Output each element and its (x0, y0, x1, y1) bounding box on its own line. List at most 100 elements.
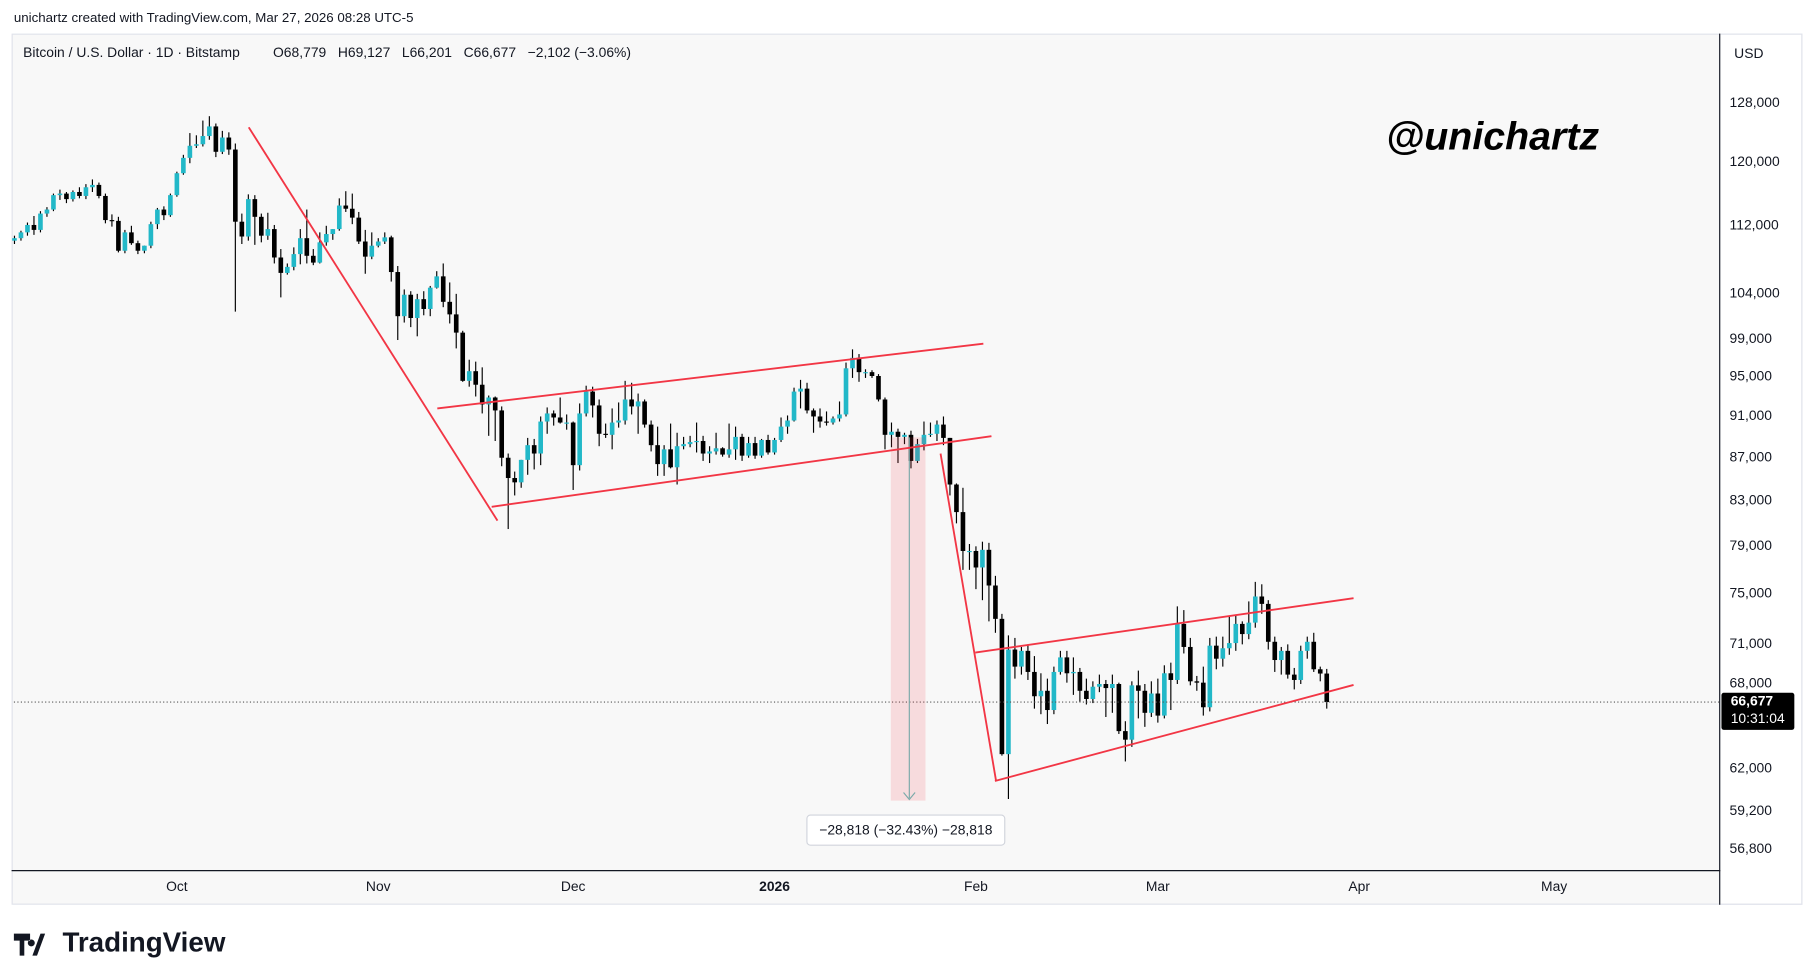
header: unichartz created with TradingView.com, … (14, 10, 414, 25)
candle-body (1181, 623, 1187, 647)
candle-body (791, 391, 797, 421)
plot (12, 116, 1720, 799)
candle-body (518, 459, 524, 483)
y-tick-label: 62,000 (1730, 760, 1773, 776)
candle-body (116, 220, 121, 251)
candle-body (70, 191, 76, 200)
trend-line (975, 597, 1354, 654)
candle-body (297, 238, 303, 255)
candle-body (343, 205, 349, 209)
candle-body (109, 220, 115, 222)
legend-value: L66,201 (402, 44, 452, 60)
candle-body (1123, 731, 1128, 740)
candle-body (1129, 685, 1135, 740)
candle-body (492, 397, 498, 411)
candle-body (876, 375, 881, 400)
candle-body (934, 424, 940, 434)
candle-body (863, 372, 868, 374)
candle-body (733, 436, 738, 450)
candle-body (349, 208, 355, 218)
candle-body (895, 431, 901, 437)
candle-body (902, 434, 907, 437)
candle-body (668, 449, 673, 468)
candle-body (388, 237, 394, 273)
watermark: @unichartz (1386, 114, 1599, 158)
candle-body (382, 237, 388, 242)
candle-body (850, 357, 855, 369)
y-tick-label: 59,200 (1730, 802, 1773, 818)
candle-body (395, 272, 401, 317)
legend-value: O68,779 (273, 44, 327, 60)
brand: TradingView (62, 926, 225, 957)
candle-body (142, 245, 147, 251)
candle-body (427, 287, 433, 309)
candle-body (1071, 671, 1076, 674)
candle-body (187, 145, 193, 158)
candle-body (421, 299, 427, 309)
candle-body (473, 371, 479, 385)
candle-body (414, 299, 420, 319)
measure-label: −28,818 (−32.43%) −28,818 (819, 821, 992, 837)
candle-body (531, 445, 537, 454)
y-tick-label: 112,000 (1730, 216, 1779, 232)
candle-body (538, 421, 543, 454)
candle-body (973, 550, 979, 568)
candle-body (304, 238, 310, 256)
price-axis (1719, 33, 1803, 905)
candle-body (499, 410, 505, 458)
candle-body (1084, 690, 1089, 699)
candle-body (544, 413, 550, 422)
candle-body (1324, 673, 1330, 703)
candle-body (551, 413, 556, 418)
candle-body (466, 371, 472, 381)
candle-body (161, 209, 167, 216)
candle-body (233, 149, 238, 222)
trend-line (939, 453, 997, 782)
candle-body (330, 229, 336, 235)
candle-body (460, 332, 466, 381)
last-price-label: 66,677 (1731, 693, 1774, 709)
candle-body (980, 549, 985, 568)
candle-body (285, 266, 290, 273)
candle-body (616, 420, 621, 423)
candle-body (44, 209, 50, 214)
candle-body (356, 217, 362, 242)
candle-body (1136, 685, 1141, 691)
logo-mark (13, 933, 46, 956)
candle-body (967, 550, 972, 553)
trend-line (247, 126, 499, 522)
candle-body (609, 422, 615, 435)
candle-body (1239, 623, 1245, 635)
candle-body (265, 229, 271, 236)
candle-body (1025, 650, 1031, 672)
candle-body (629, 399, 634, 407)
candle-body (194, 144, 199, 146)
candle-body (739, 436, 745, 456)
candle-body (453, 314, 459, 333)
candle-body (1168, 673, 1174, 680)
candle-body (1233, 623, 1239, 644)
candle-body (447, 301, 453, 315)
x-tick-label: Apr (1348, 878, 1370, 894)
candle-body (12, 238, 17, 241)
y-tick-label: 104,000 (1730, 285, 1780, 301)
candle-body (64, 193, 69, 200)
y-tick-label: 99,000 (1730, 330, 1773, 346)
candle-body (440, 276, 446, 302)
candle-body (1006, 649, 1011, 755)
candle-body (1246, 622, 1252, 635)
candle-body (635, 401, 641, 407)
candle-body (479, 384, 485, 405)
trend-line (491, 435, 992, 508)
chart-frame (11, 33, 1803, 905)
candle-body (1051, 671, 1057, 711)
candle-body (765, 439, 771, 453)
x-tick-label: Feb (964, 878, 988, 894)
candle-body (960, 512, 966, 551)
candle-body (837, 414, 842, 419)
candle-body (38, 213, 43, 230)
y-tick-label: 91,000 (1730, 407, 1773, 423)
candle-body (993, 585, 998, 619)
candle-body (369, 245, 375, 257)
